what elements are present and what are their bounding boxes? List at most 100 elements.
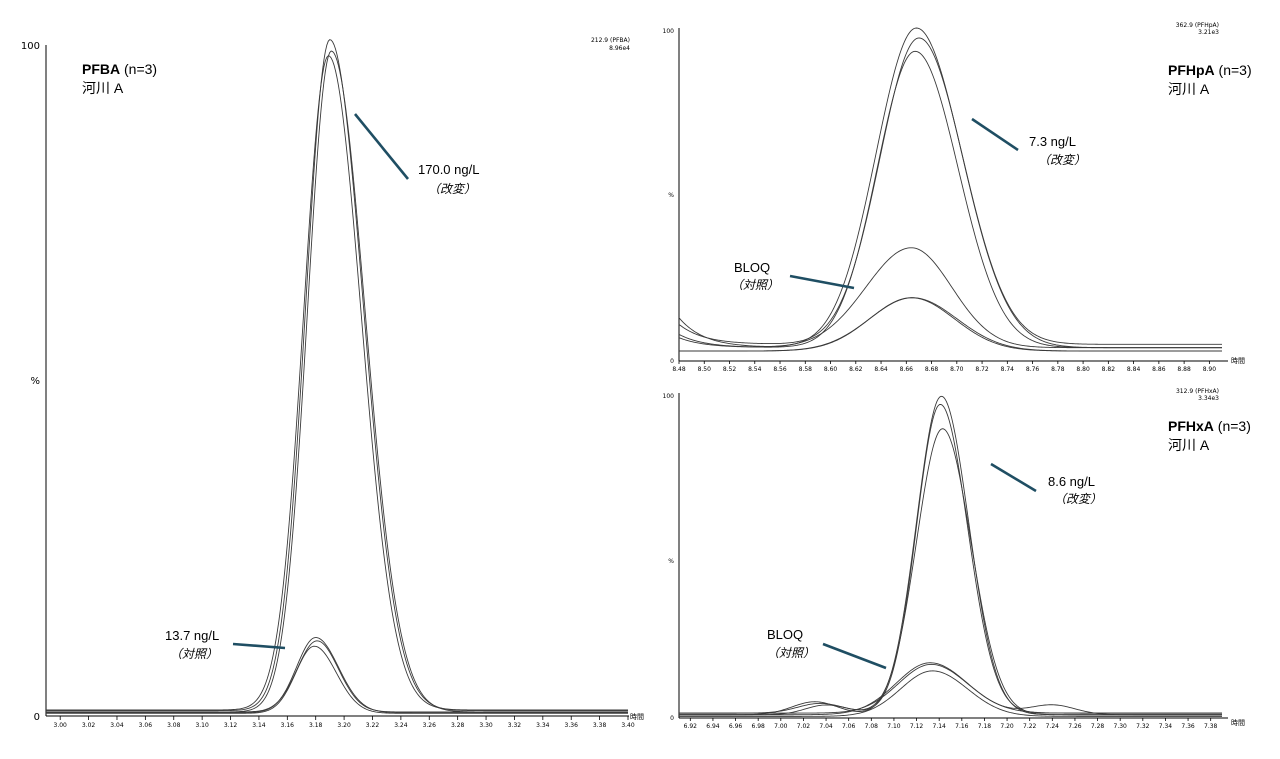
pfhpa-x-tick-label: 8.88 [1177,366,1191,373]
pfba-subtitle: 河川 A [82,80,124,96]
pfhxa-x-tick-label: 7.20 [1000,723,1014,730]
pfba-x-tick-label: 3.24 [394,722,408,729]
pfhxa-trace-control-5 [679,663,1222,714]
pfhpa-x-tick-label: 8.60 [824,366,838,373]
pfhpa-subtitle: 河川 A [1168,81,1210,97]
pfhxa-y-mid-label: % [668,558,674,565]
pfhpa-x-tick-label: 8.80 [1076,366,1090,373]
chart-pfhpa: 100 % 0 時間 362.9 (PFHpA) 3.21e3 8.48 8.50… [663,22,1252,373]
pfhxa-modified-leader [990,462,1037,493]
pfba-x-tick-label: 3.40 [621,722,635,729]
pfhpa-x-tick-label: 8.58 [799,366,813,373]
pfhpa-trace-modified-3 [678,50,1222,349]
pfhpa-traces [678,27,1222,352]
pfba-control-leader [232,642,286,650]
pfba-trace-control-5 [46,640,628,713]
pfba-x-tick-label: 3.12 [224,722,238,729]
pfhpa-x-tick-label: 8.86 [1152,366,1166,373]
pfhpa-control-leader [789,274,855,290]
pfhxa-x-tick-label: 7.22 [1023,723,1037,730]
pfhxa-x-tick-label: 7.06 [842,723,856,730]
pfhxa-y-zero-label: 0 [670,715,674,722]
pfhxa-control-note: （対照） [767,646,815,660]
pfhxa-x-tick-label: 7.24 [1046,723,1060,730]
pfhxa-x-tick-label: 7.14 [933,723,947,730]
pfhxa-trace-modified-3 [679,428,1222,716]
pfba-corner-ion: 212.9 (PFBA) [591,37,630,44]
pfhpa-x-tick-label: 8.76 [1026,366,1040,373]
pfhpa-x-tick-label: 8.56 [773,366,787,373]
pfba-x-tick-label: 3.14 [252,722,266,729]
pfhxa-x-tick-label: 7.18 [978,723,992,730]
pfhxa-control-leader [822,642,887,670]
pfhxa-x-tick-label: 7.16 [955,723,969,730]
pfhxa-x-tick-label: 7.10 [887,723,901,730]
pfba-x-tick-label: 3.02 [82,722,96,729]
pfba-x-tick-label: 3.18 [309,722,323,729]
pfhpa-corner-intensity: 3.21e3 [1198,29,1219,36]
pfhxa-x-tick-label: 7.02 [797,723,811,730]
pfhxa-subtitle: 河川 A [1168,437,1210,453]
pfba-x-tick-label: 3.26 [423,722,437,729]
pfhxa-modified-note: （改変） [1054,492,1102,506]
pfba-trace-modified-2 [46,50,628,713]
pfhpa-y-mid-label: % [668,192,674,199]
pfba-title-n: (n=3) [120,61,157,77]
pfhxa-trace-modified-2 [679,404,1222,714]
pfhxa-corner-ion: 312.9 (PFHxA) [1176,388,1219,395]
pfhxa-trace-modified-1 [679,395,1222,716]
pfhpa-title-n: (n=3) [1215,62,1252,78]
pfhxa-x-tick-label: 7.26 [1068,723,1082,730]
pfhpa-trace-control-6 [679,297,1222,352]
pfhxa-control-value: BLOQ [767,627,803,642]
pfba-x-tick-label: 3.38 [593,722,607,729]
pfba-x-tick-label: 3.28 [451,722,465,729]
pfba-x-tick-label: 3.04 [110,722,124,729]
pfhxa-x-tick-label: 7.38 [1204,723,1218,730]
pfhpa-x-tick-label: 8.54 [748,366,762,373]
pfhxa-x-ticks: 6.92 6.94 6.96 6.98 7.00 7.02 7.04 7.06 7.08 7.10… [684,718,1218,730]
pfhxa-y-top-label: 100 [663,393,675,400]
pfhxa-title-compound: PFHxA [1168,418,1214,434]
pfhpa-trace-modified-2 [678,37,1222,345]
pfba-x-tick-label: 3.36 [565,722,579,729]
pfhxa-x-tick-label: 7.30 [1114,723,1128,730]
pfba-control-note: （対照） [170,647,218,661]
pfhxa-x-unit-label: 時間 [1231,719,1245,727]
pfhpa-trace-control-5 [679,297,1222,352]
pfba-modified-value: 170.0 ng/L [418,162,479,177]
pfhxa-title: PFHxA (n=3) [1168,418,1251,434]
pfba-x-tick-label: 3.30 [479,722,493,729]
pfba-trace-modified-1 [46,39,628,712]
pfba-modified-note: （改変） [428,182,476,196]
pfhpa-control-value: BLOQ [734,260,770,275]
pfba-x-tick-label: 3.00 [54,722,68,729]
pfhxa-x-tick-label: 6.98 [752,723,766,730]
pfba-x-unit-label: 時間 [630,713,644,721]
pfhpa-x-tick-label: 8.50 [698,366,712,373]
pfba-x-tick-label: 3.16 [281,722,295,729]
pfhpa-y-top-label: 100 [663,28,675,35]
pfhxa-x-tick-label: 6.94 [706,723,720,730]
pfba-x-tick-label: 3.08 [167,722,181,729]
pfhxa-x-tick-label: 6.92 [684,723,698,730]
pfhxa-x-tick-label: 7.32 [1136,723,1150,730]
pfba-title-compound: PFBA [82,61,120,77]
pfhpa-x-tick-label: 8.52 [723,366,737,373]
pfhxa-traces [679,395,1222,717]
pfhxa-x-tick-label: 7.00 [774,723,788,730]
pfhpa-corner-ion: 362.9 (PFHpA) [1176,22,1219,29]
pfhpa-x-ticks: 8.48 8.50 8.52 8.54 8.56 8.58 8.60 8.62 8.64 8.66… [672,361,1216,373]
pfba-control-value: 13.7 ng/L [165,628,219,643]
pfhpa-y-zero-label: 0 [670,358,674,365]
pfhxa-x-tick-label: 7.08 [865,723,879,730]
pfhpa-x-tick-label: 8.64 [874,366,888,373]
pfba-corner-intensity: 8.96e4 [609,45,630,52]
pfhpa-x-tick-label: 8.62 [849,366,863,373]
pfhpa-x-tick-label: 8.70 [950,366,964,373]
pfhpa-x-tick-label: 8.66 [900,366,914,373]
pfhpa-modified-note: （改変） [1038,153,1086,167]
pfhpa-modified-value: 7.3 ng/L [1029,134,1076,149]
pfhxa-title-n: (n=3) [1214,418,1251,434]
pfba-x-tick-label: 3.32 [508,722,522,729]
